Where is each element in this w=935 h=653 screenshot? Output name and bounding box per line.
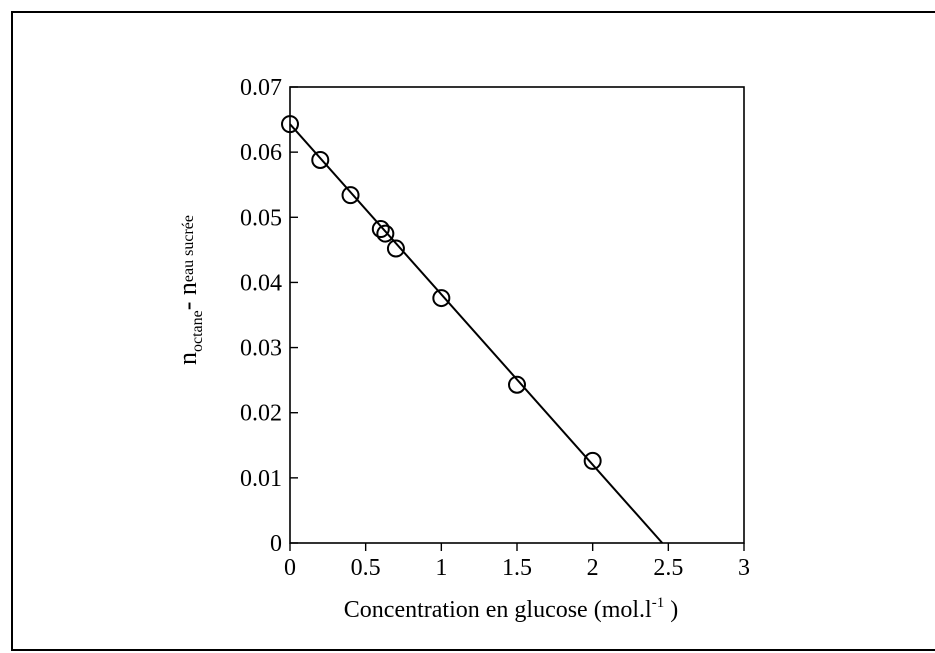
chart-frame: 0 0.5 1 1.5 2 2.5 3 0 0.01 0.02 0.03 0.04 0.05 0.06 0… (11, 11, 935, 651)
x-axis-label: Concentration en glucose (mol.l-1) (344, 595, 678, 623)
axes-box (289, 86, 745, 544)
y-tick-label: 0 (270, 531, 282, 557)
data-points (281, 115, 602, 470)
y-axis-label-sub1: octane (189, 310, 206, 352)
data-point (311, 150, 330, 169)
data-point (386, 239, 405, 258)
x-axis-ticks: 0 0.5 1 1.5 2 2.5 3 (284, 543, 750, 581)
y-tick-label: 0.06 (240, 140, 282, 166)
data-point (508, 375, 526, 394)
y-tick-label: 0.03 (240, 336, 282, 362)
x-tick-label: 1.5 (502, 555, 532, 581)
x-tick-label: 0.5 (351, 555, 381, 581)
data-point (341, 186, 360, 205)
data-point (281, 115, 299, 134)
x-tick-label: 0 (284, 555, 296, 581)
scatter-chart: 0 0.5 1 1.5 2 2.5 3 00.010.020.030.040.050.060… (173, 75, 750, 623)
data-point (371, 220, 390, 239)
y-axis-label-dash: - n (173, 282, 202, 310)
y-tick-label: 0.05 (240, 205, 282, 231)
y-axis-label: noctane- neau sucrée (173, 215, 206, 365)
data-point (583, 451, 602, 470)
x-tick-label: 2 (587, 555, 599, 581)
plot-area (289, 86, 745, 544)
x-tick-label: 2.5 (653, 555, 683, 581)
fit-line-group (289, 123, 664, 544)
data-point (432, 289, 451, 308)
data-point (376, 224, 395, 243)
y-axis-label-sub2: eau sucrée (180, 215, 197, 282)
y-tick-label: 0.07 (240, 75, 282, 101)
x-tick-label: 3 (738, 555, 750, 581)
y-tick-label: 0.02 (240, 401, 282, 427)
x-axis-label-close: ) (670, 597, 678, 623)
y-tick-label: 0.04 (240, 270, 282, 296)
y-tick-label: 0.01 (240, 466, 282, 492)
x-axis-label-superscript: -1 (652, 595, 665, 611)
y-axis-ticks: 0 0.01 0.02 0.03 0.04 0.05 0.06 0.07 (240, 75, 298, 557)
x-tick-label: 1 (435, 555, 447, 581)
fit-line (289, 123, 664, 544)
